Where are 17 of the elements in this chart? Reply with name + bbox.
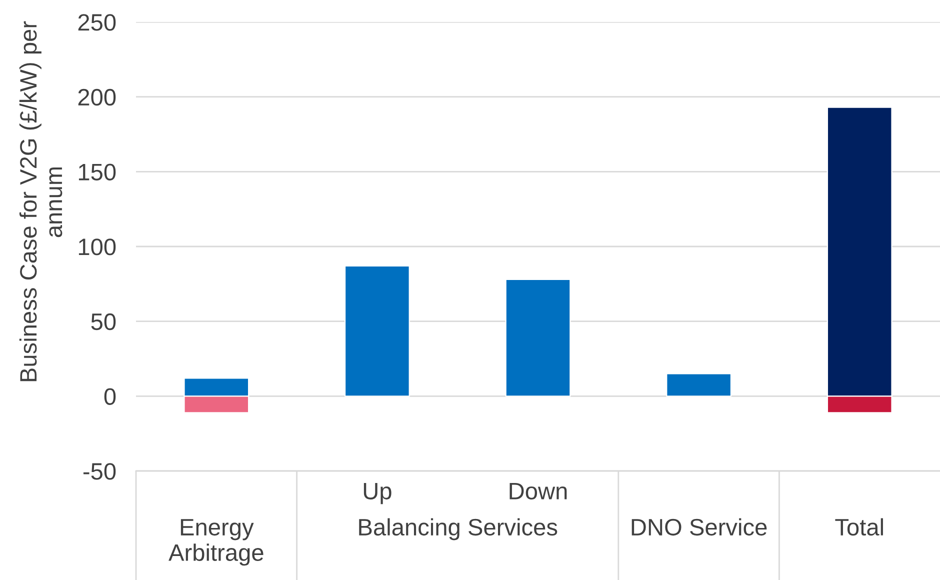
text: Balancing Services xyxy=(359,518,558,540)
y-tick-label: 250 xyxy=(78,14,116,31)
x-tick-label: Total xyxy=(835,518,883,536)
bar xyxy=(505,278,571,397)
x-tick-label: Up xyxy=(364,482,392,504)
y-tick-label: 50 xyxy=(91,313,116,330)
bar xyxy=(666,373,732,397)
bar xyxy=(344,265,410,397)
y-tick-label: -50 xyxy=(83,463,116,480)
y-tick-label: 0 xyxy=(104,388,116,405)
x-tick-label: Down xyxy=(510,482,567,500)
y-tick-label: 200 xyxy=(78,88,116,106)
y-tick-label: 150 xyxy=(78,164,116,180)
y-tick-label: 100 xyxy=(78,238,116,256)
x-tick-label: Energy Arbitrage xyxy=(168,519,264,566)
y-axis-title: Business Case for V2G (£/kW) per annum xyxy=(19,21,62,382)
x-tick-label: DNO Service xyxy=(632,518,767,536)
